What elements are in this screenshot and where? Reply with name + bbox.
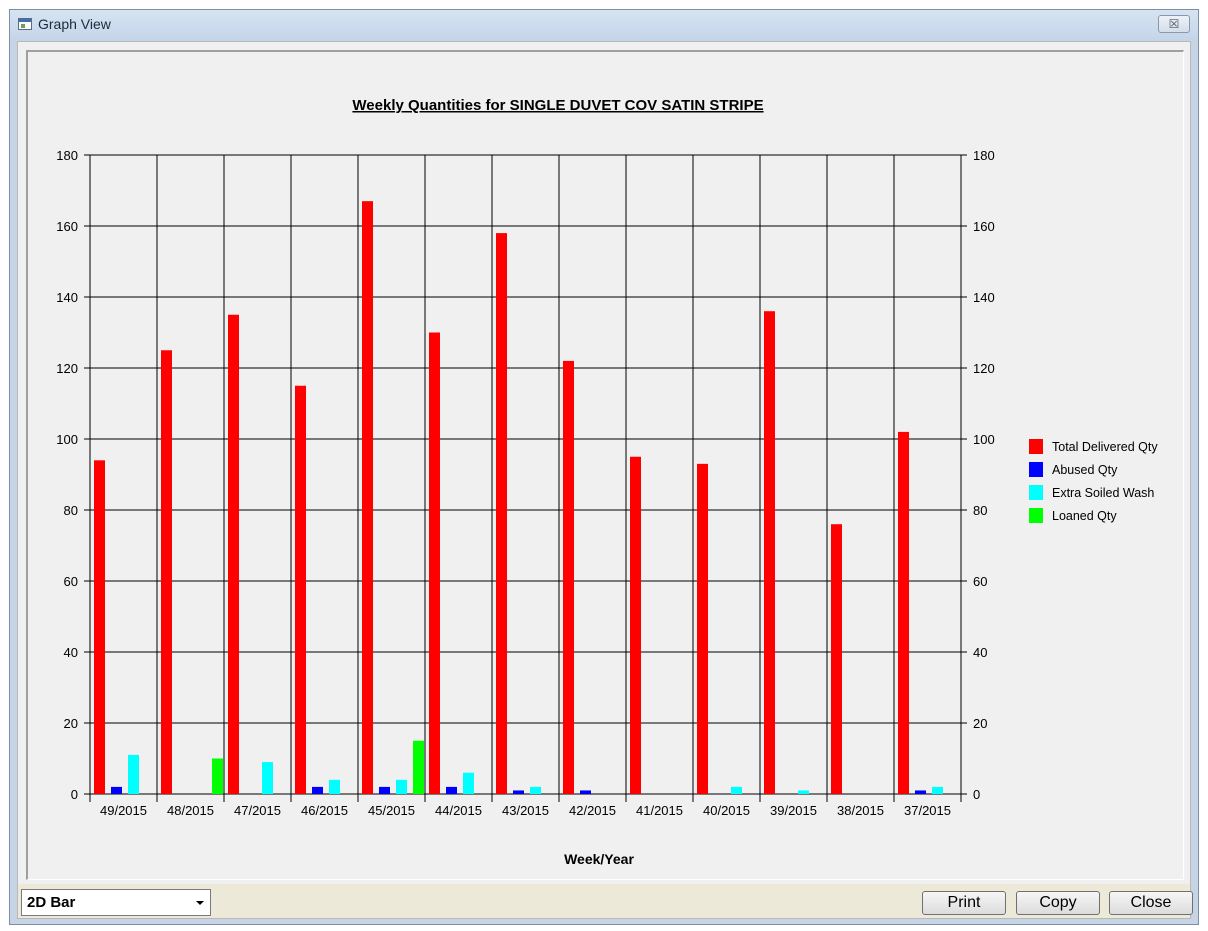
- window-icon: [18, 18, 32, 30]
- bar-abused-qty: [580, 790, 591, 794]
- y-tick-label-right: 40: [973, 645, 987, 660]
- chart-title: Weekly Quantities for SINGLE DUVET COV S…: [352, 97, 763, 114]
- legend-swatch: [1029, 439, 1043, 454]
- x-axis-label: Week/Year: [564, 851, 634, 867]
- y-tick-label-right: 160: [973, 219, 995, 234]
- bar-total-delivered-qty: [228, 314, 239, 794]
- x-tick-label: 43/2015: [502, 803, 549, 818]
- title-bar[interactable]: Graph View ☒: [10, 10, 1198, 40]
- y-tick-label-right: 120: [973, 361, 995, 376]
- legend-label: Abused Qty: [1052, 463, 1118, 477]
- legend-swatch: [1029, 508, 1043, 523]
- x-tick-label: 47/2015: [234, 803, 281, 818]
- graph-panel: Weekly Quantities for SINGLE DUVET COV S…: [26, 50, 1184, 880]
- bar-total-delivered-qty: [496, 233, 507, 795]
- x-tick-label: 40/2015: [703, 803, 750, 818]
- x-tick-label: 38/2015: [837, 803, 884, 818]
- bar-extra-soiled-wash: [262, 762, 273, 794]
- bar-loaned-qty: [413, 740, 424, 794]
- x-tick-label: 41/2015: [636, 803, 683, 818]
- y-tick-label-left: 180: [56, 148, 78, 163]
- y-tick-label-right: 20: [973, 716, 987, 731]
- bar-total-delivered-qty: [429, 332, 440, 794]
- bar-total-delivered-qty: [563, 360, 574, 794]
- copy-button[interactable]: Copy: [1016, 891, 1100, 915]
- close-button[interactable]: Close: [1109, 891, 1193, 915]
- bar-extra-soiled-wash: [530, 786, 541, 794]
- y-tick-label-left: 120: [56, 361, 78, 376]
- bar-total-delivered-qty: [697, 463, 708, 794]
- bar-loaned-qty: [212, 758, 223, 794]
- bar-extra-soiled-wash: [463, 772, 474, 794]
- y-tick-label-left: 80: [64, 503, 78, 518]
- x-tick-label: 49/2015: [100, 803, 147, 818]
- x-tick-label: 37/2015: [904, 803, 951, 818]
- graph-type-select[interactable]: 2D Bar: [21, 889, 211, 916]
- x-tick-label: 39/2015: [770, 803, 817, 818]
- bar-total-delivered-qty: [362, 201, 373, 794]
- y-tick-label-left: 0: [71, 787, 78, 802]
- bar-abused-qty: [915, 790, 926, 794]
- window-title: Graph View: [38, 16, 111, 32]
- bar-extra-soiled-wash: [128, 754, 139, 794]
- y-tick-label-left: 100: [56, 432, 78, 447]
- bar-abused-qty: [312, 786, 323, 794]
- bar-total-delivered-qty: [295, 385, 306, 794]
- bar-extra-soiled-wash: [932, 786, 943, 794]
- close-window-button[interactable]: ☒: [1158, 15, 1190, 33]
- y-tick-label-left: 60: [64, 574, 78, 589]
- legend-label: Total Delivered Qty: [1052, 440, 1158, 454]
- legend-swatch: [1029, 485, 1043, 500]
- y-tick-label-left: 20: [64, 716, 78, 731]
- y-tick-label-right: 100: [973, 432, 995, 447]
- bar-total-delivered-qty: [94, 460, 105, 794]
- bar-total-delivered-qty: [630, 456, 641, 794]
- y-tick-label-left: 140: [56, 290, 78, 305]
- chevron-down-icon[interactable]: [196, 901, 204, 905]
- bar-extra-soiled-wash: [329, 779, 340, 794]
- bar-total-delivered-qty: [764, 311, 775, 794]
- bottom-toolbar: 2D Bar Print Copy Close: [18, 884, 1193, 918]
- y-tick-label-right: 140: [973, 290, 995, 305]
- bar-chart: Weekly Quantities for SINGLE DUVET COV S…: [56, 97, 1158, 867]
- y-tick-label-right: 60: [973, 574, 987, 589]
- x-tick-label: 44/2015: [435, 803, 482, 818]
- x-tick-label: 42/2015: [569, 803, 616, 818]
- client-area: Weekly Quantities for SINGLE DUVET COV S…: [17, 41, 1193, 919]
- graph-view-window: Graph View ☒ Weekly Quantities for SINGL…: [9, 9, 1199, 925]
- bar-abused-qty: [111, 786, 122, 794]
- x-tick-label: 45/2015: [368, 803, 415, 818]
- print-button[interactable]: Print: [922, 891, 1006, 915]
- close-icon: ☒: [1168, 17, 1180, 31]
- bar-total-delivered-qty: [831, 524, 842, 794]
- bar-total-delivered-qty: [898, 431, 909, 794]
- legend-label: Extra Soiled Wash: [1052, 486, 1154, 500]
- legend-label: Loaned Qty: [1052, 509, 1117, 523]
- legend-swatch: [1029, 462, 1043, 477]
- y-tick-label-right: 0: [973, 787, 980, 802]
- bar-abused-qty: [513, 790, 524, 794]
- bar-total-delivered-qty: [161, 350, 172, 794]
- y-tick-label-right: 180: [973, 148, 995, 163]
- x-tick-label: 48/2015: [167, 803, 214, 818]
- y-tick-label-right: 80: [973, 503, 987, 518]
- bar-extra-soiled-wash: [798, 790, 809, 794]
- bar-abused-qty: [379, 786, 390, 794]
- x-tick-label: 46/2015: [301, 803, 348, 818]
- y-tick-label-left: 160: [56, 219, 78, 234]
- bar-extra-soiled-wash: [396, 779, 407, 794]
- graph-type-value: 2D Bar: [27, 894, 76, 911]
- bar-abused-qty: [446, 786, 457, 794]
- y-tick-label-left: 40: [64, 645, 78, 660]
- bar-extra-soiled-wash: [731, 786, 742, 794]
